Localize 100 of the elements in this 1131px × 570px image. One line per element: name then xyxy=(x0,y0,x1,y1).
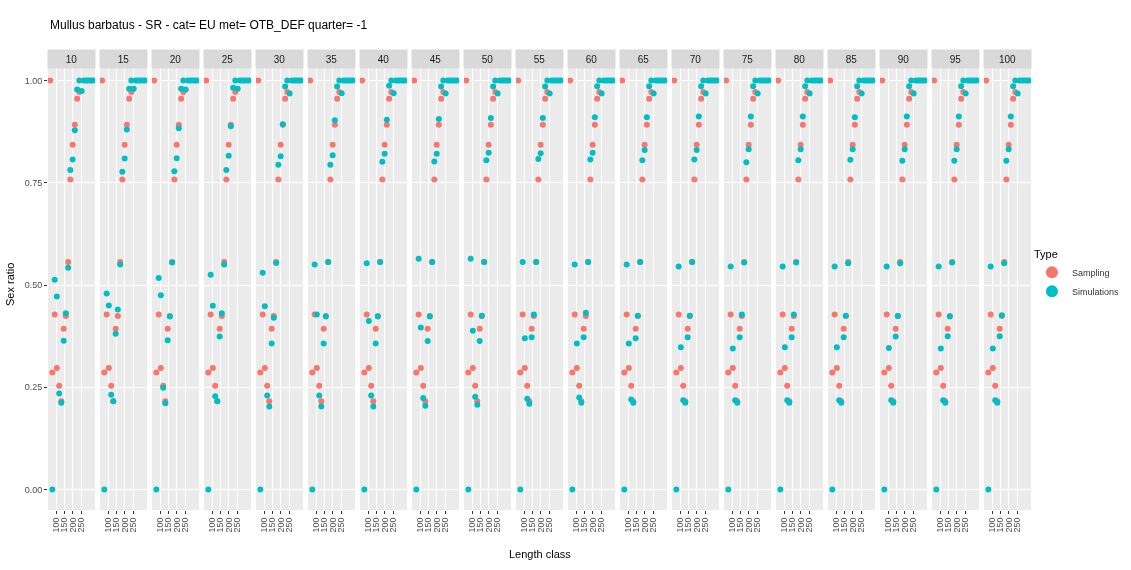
x-tick-label: 200 xyxy=(223,517,234,533)
y-tick-label: 0.25 xyxy=(24,382,43,393)
x-tick-label: 250 xyxy=(387,517,398,533)
x-tick-label: 150 xyxy=(163,517,174,533)
x-tick-label: 250 xyxy=(803,517,814,533)
chart-title: 10 xyxy=(65,53,78,65)
chart-title: 70 xyxy=(689,53,702,65)
x-tick-label: 100 xyxy=(622,517,633,533)
x-tick-label: 200 xyxy=(379,517,390,533)
y-tick-label: 0.75 xyxy=(24,177,43,188)
x-tick-label: 150 xyxy=(631,517,642,533)
x-tick-label: 200 xyxy=(795,517,806,533)
x-tick-label: 150 xyxy=(215,517,226,533)
chart-title: 90 xyxy=(897,53,910,65)
x-tick-label: 150 xyxy=(267,517,278,533)
x-tick-label: 150 xyxy=(839,517,850,533)
chart-title: 75 xyxy=(741,53,754,65)
x-tick-label: 250 xyxy=(1011,517,1022,533)
x-tick-label: 150 xyxy=(683,517,694,533)
x-tick-label: 100 xyxy=(362,517,373,533)
x-tick-label: 100 xyxy=(778,517,789,533)
text: Mullus barbatus - SR - cat= EU met= OTB_DEF quarter= -1 xyxy=(50,18,368,32)
x-tick-label: 200 xyxy=(899,517,910,533)
x-tick-label: 200 xyxy=(691,517,702,533)
x-tick-label: 200 xyxy=(847,517,858,533)
chart-title: 65 xyxy=(637,53,650,65)
x-tick-label: 100 xyxy=(466,517,477,533)
chart-title: 20 xyxy=(169,53,182,65)
x-tick-label: 250 xyxy=(75,517,86,533)
x-tick-label: 150 xyxy=(579,517,590,533)
chart-title: 100 xyxy=(998,53,1017,65)
x-tick-label: 100 xyxy=(206,517,217,533)
x-tick-label: 150 xyxy=(995,517,1006,533)
x-tick-label: 100 xyxy=(154,517,165,533)
y-axis-title: Sex ratio xyxy=(4,262,16,306)
legend-title: Type xyxy=(1033,247,1058,260)
x-tick-label: 200 xyxy=(587,517,598,533)
x-tick-label: 250 xyxy=(491,517,502,533)
x-tick-label: 200 xyxy=(535,517,546,533)
x-tick-label: 250 xyxy=(907,517,918,533)
x-tick-label: 100 xyxy=(258,517,269,533)
x-tick-label: 200 xyxy=(171,517,182,533)
y-tick-label: 1.00 xyxy=(24,75,43,86)
x-tick-label: 200 xyxy=(67,517,78,533)
x-tick-label: 250 xyxy=(699,517,710,533)
x-tick-label: 250 xyxy=(595,517,606,533)
x-axis-title: Length class xyxy=(509,548,572,560)
x-tick-label: 250 xyxy=(439,517,450,533)
y-tick-label: 0.50 xyxy=(24,280,43,291)
x-tick-label: 200 xyxy=(119,517,130,533)
x-tick-label: 250 xyxy=(127,517,138,533)
x-tick-label: 200 xyxy=(743,517,754,533)
x-tick-label: 200 xyxy=(327,517,338,533)
x-tick-label: 100 xyxy=(830,517,841,533)
chart-title: 35 xyxy=(325,53,338,65)
chart-title: 30 xyxy=(273,53,286,65)
chart-title: 85 xyxy=(845,53,858,65)
x-tick-label: 150 xyxy=(111,517,122,533)
x-tick-label: 200 xyxy=(431,517,442,533)
chart-title: 95 xyxy=(949,53,962,65)
chart-title: 25 xyxy=(221,53,234,65)
x-tick-label: 100 xyxy=(570,517,581,533)
x-tick-label: 200 xyxy=(275,517,286,533)
x-tick-label: 150 xyxy=(787,517,798,533)
x-tick-label: 100 xyxy=(882,517,893,533)
x-tick-label: 200 xyxy=(1003,517,1014,533)
x-tick-label: 250 xyxy=(751,517,762,533)
x-tick-label: 150 xyxy=(371,517,382,533)
x-tick-label: 250 xyxy=(179,517,190,533)
chart-title: 40 xyxy=(377,53,390,65)
x-tick-label: 150 xyxy=(527,517,538,533)
x-tick-label: 150 xyxy=(423,517,434,533)
x-tick-label: 100 xyxy=(934,517,945,533)
x-tick-label: 100 xyxy=(674,517,685,533)
x-tick-label: 100 xyxy=(50,517,61,533)
x-tick-label: 200 xyxy=(951,517,962,533)
x-tick-label: 250 xyxy=(231,517,242,533)
x-tick-label: 100 xyxy=(310,517,321,533)
x-tick-label: 150 xyxy=(943,517,954,533)
x-tick-label: 150 xyxy=(735,517,746,533)
y-tick-label: 0.00 xyxy=(24,484,43,495)
x-tick-label: 100 xyxy=(518,517,529,533)
x-tick-label: 200 xyxy=(483,517,494,533)
legend-label: Sampling xyxy=(1071,267,1110,278)
x-tick-label: 100 xyxy=(414,517,425,533)
x-tick-label: 100 xyxy=(986,517,997,533)
x-tick-label: 150 xyxy=(891,517,902,533)
x-tick-label: 100 xyxy=(102,517,113,533)
x-tick-label: 250 xyxy=(283,517,294,533)
x-tick-label: 250 xyxy=(647,517,658,533)
x-tick-label: 250 xyxy=(959,517,970,533)
x-tick-label: 150 xyxy=(319,517,330,533)
x-tick-label: 250 xyxy=(335,517,346,533)
x-tick-label: 100 xyxy=(726,517,737,533)
chart-title: 50 xyxy=(481,53,494,65)
legend-label: Simulations xyxy=(1071,286,1119,297)
x-tick-label: 250 xyxy=(855,517,866,533)
x-tick-label: 150 xyxy=(59,517,70,533)
x-tick-label: 200 xyxy=(639,517,650,533)
chart-title: 15 xyxy=(117,53,130,65)
